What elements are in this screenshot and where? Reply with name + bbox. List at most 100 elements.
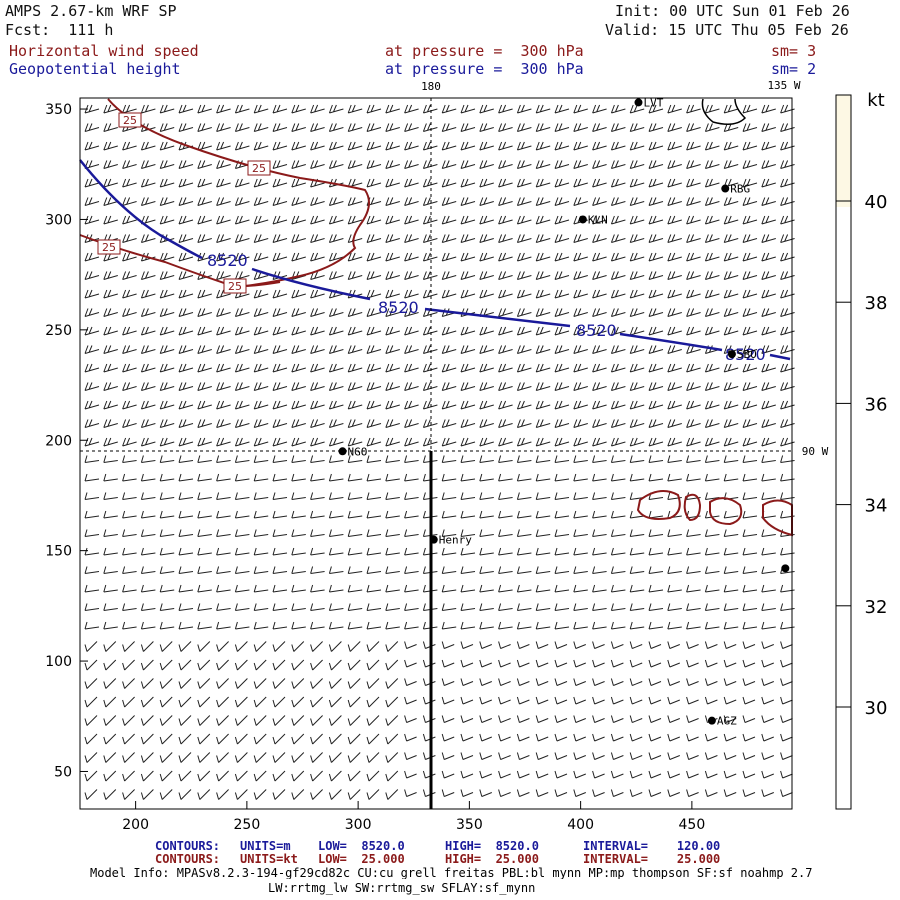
- wind-barb: [667, 382, 682, 391]
- wind-barb: [347, 547, 363, 556]
- wind-barb: [479, 178, 494, 188]
- wind-barb: [554, 215, 570, 225]
- wind-barb: [272, 473, 288, 482]
- wind-barb: [535, 770, 549, 779]
- wind-barb: [629, 715, 643, 723]
- wind-barb: [84, 547, 100, 556]
- wind-barb: [140, 733, 154, 745]
- wind-barb: [84, 733, 98, 745]
- wind-barb: [310, 715, 323, 726]
- wind-barb: [272, 141, 288, 151]
- wind-barb: [422, 715, 436, 723]
- wind-barb: [573, 678, 586, 686]
- wind-barb: [610, 696, 624, 705]
- wind-barb: [422, 382, 438, 391]
- wind-barb: [704, 234, 720, 243]
- wind-barb: [592, 659, 605, 668]
- wind-barb: [272, 566, 288, 574]
- wind-barb: [328, 197, 344, 206]
- wind-barb: [723, 678, 737, 686]
- wind-barb: [535, 492, 551, 500]
- wind-barb: [103, 715, 117, 726]
- wind-barb: [291, 733, 305, 745]
- wind-barb: [573, 529, 588, 537]
- wind-barb: [310, 752, 323, 763]
- wind-barb: [742, 529, 758, 537]
- wind-barb: [159, 104, 175, 114]
- wind-barb: [197, 326, 212, 336]
- wind-barb: [723, 641, 737, 649]
- wind-barb: [592, 752, 605, 760]
- wind-barb: [328, 547, 344, 556]
- wind-barb: [310, 326, 325, 336]
- wind-barb: [272, 678, 286, 689]
- wind-barb: [366, 696, 380, 708]
- wind-barb: [253, 584, 269, 593]
- wind-barb: [535, 733, 549, 742]
- wind-barb: [216, 603, 231, 611]
- wind-barb: [122, 621, 137, 630]
- wind-barb: [197, 382, 212, 391]
- wind-barb: [385, 473, 400, 482]
- wind-barb: [610, 641, 624, 649]
- wind-barb: [310, 104, 325, 114]
- wind-barb: [103, 621, 118, 630]
- wind-barb: [385, 326, 400, 336]
- wind-barb: [234, 382, 250, 391]
- wind-barb: [84, 326, 100, 336]
- wind-barb: [667, 234, 682, 243]
- wind-barb: [310, 437, 325, 447]
- wind-barb: [592, 419, 607, 428]
- wind-barb: [140, 308, 156, 317]
- wind-barb: [723, 770, 737, 779]
- wind-barb: [479, 382, 494, 391]
- wind-barb: [385, 178, 400, 188]
- wind-barb: [704, 603, 720, 611]
- wind-barb: [140, 584, 156, 593]
- wind-barb: [197, 492, 212, 500]
- wind-barb: [667, 641, 680, 649]
- wind-barb: [629, 123, 645, 132]
- wind-barb: [629, 104, 645, 114]
- wind-barb: [535, 437, 551, 447]
- wind-barb: [140, 715, 154, 726]
- wind-barb: [629, 215, 645, 225]
- wind-barb: [216, 178, 231, 188]
- x-tick-label: 200: [122, 817, 149, 833]
- wind-barb: [535, 382, 551, 391]
- wind-barb: [140, 141, 156, 151]
- wind-barb: [404, 197, 419, 206]
- wind-barb: [272, 641, 286, 652]
- wind-barb: [404, 419, 419, 428]
- wind-barb: [667, 123, 682, 132]
- wind-barb: [291, 752, 305, 763]
- wind-barb: [328, 770, 342, 782]
- wind-barb: [498, 547, 513, 556]
- wind-barb: [610, 104, 626, 114]
- wind-barb: [629, 621, 645, 630]
- wind-barb: [310, 641, 323, 652]
- wind-barb: [291, 696, 305, 708]
- wind-barb: [253, 473, 269, 482]
- wind-barb: [742, 584, 758, 593]
- wind-barb: [84, 382, 100, 391]
- wind-barb: [592, 400, 607, 410]
- wind-barb: [498, 400, 513, 410]
- wind-barb: [573, 197, 588, 206]
- wind-barb: [103, 641, 117, 652]
- wind-barb: [404, 289, 419, 299]
- wind-barb: [122, 252, 137, 262]
- wind-barb: [742, 437, 758, 447]
- wind-barb: [516, 510, 532, 519]
- wind-barb: [723, 621, 739, 630]
- wind-barb: [122, 437, 137, 447]
- wind-barb: [648, 437, 664, 447]
- wind-barb: [629, 529, 645, 537]
- wind-barb: [535, 752, 549, 760]
- wind-barb: [479, 529, 494, 537]
- wind-barb: [780, 659, 793, 668]
- wind-barb: [347, 733, 361, 745]
- wind-barb: [366, 455, 382, 463]
- wind-barb: [592, 733, 605, 742]
- wind-barb: [535, 641, 549, 649]
